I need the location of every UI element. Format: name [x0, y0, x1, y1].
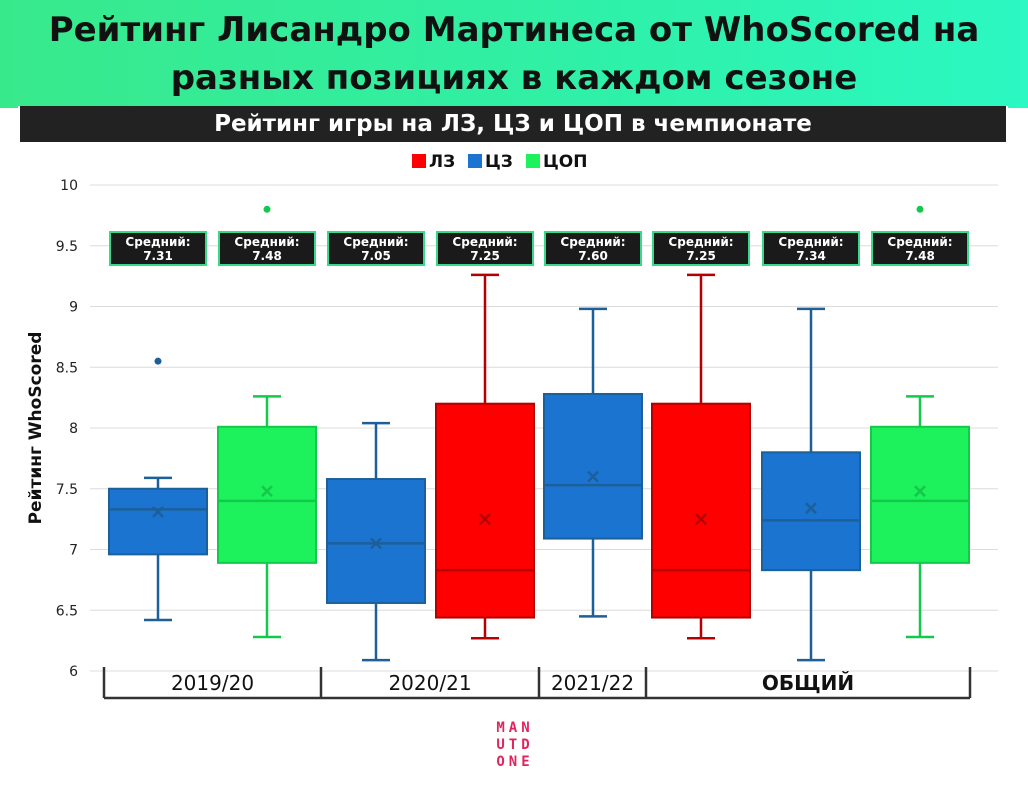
mean-label-title: Средний:: [343, 235, 408, 249]
mean-label-box: [109, 231, 207, 266]
box-2019/20-ЦЗ: [108, 487, 208, 556]
box-2021/22-ЦЗ: [543, 392, 643, 540]
chart-subtitle-text: Рейтинг игры на ЛЗ, ЦЗ и ЦОП в чемпионат…: [214, 111, 812, 137]
mean-label-value: 7.48: [252, 249, 282, 263]
group-label-2: 2020/21: [388, 671, 471, 695]
y-tick-label: 7: [69, 543, 78, 559]
y-tick-label: 8: [69, 421, 78, 437]
y-tick-label: 6: [69, 664, 78, 680]
mean-marker: [261, 485, 273, 498]
mean-label-value: 7.48: [905, 249, 935, 263]
subtitle-cap-right: [1006, 106, 1008, 142]
mean-label-title: Средний:: [125, 235, 190, 249]
legend-swatch-1: [412, 154, 426, 168]
group-label-4: ОБЩИЙ: [762, 671, 854, 695]
mean-marker: [370, 537, 382, 550]
outlier-point: [154, 357, 162, 365]
mean-label-title: Средний:: [234, 235, 299, 249]
mean-label-value: 7.25: [470, 249, 500, 263]
mean-label-title: Средний:: [887, 235, 952, 249]
y-tick-label: 10: [60, 178, 78, 194]
mean-label-box: [652, 231, 750, 266]
mean-label-box: [762, 231, 860, 266]
legend-swatch-3: [526, 154, 540, 168]
group-label-3: 2021/22: [551, 671, 634, 695]
logo-line: MAN: [496, 720, 534, 736]
page-title: Рейтинг Лисандро Мартинеса от WhoScored …: [48, 10, 980, 98]
mean-marker: [152, 505, 164, 518]
mean-label-title: Средний:: [778, 235, 843, 249]
outlier-point: [916, 205, 924, 213]
mean-label-value: 7.60: [578, 249, 608, 263]
y-tick-label: 8.5: [56, 360, 78, 376]
title-banner: Рейтинг Лисандро Мартинеса от WhoScored …: [0, 0, 1028, 108]
box-2019/20-ЦОП: [217, 425, 317, 564]
mean-label-box: [436, 231, 534, 266]
mean-label-value: 7.34: [796, 249, 826, 263]
y-tick-label: 7.5: [56, 482, 78, 498]
box-ОБЩИЙ-ЦЗ: [761, 451, 861, 572]
subtitle-cap-left: [18, 106, 20, 142]
mean-label-value: 7.05: [361, 249, 391, 263]
mean-label-value: 7.31: [143, 249, 173, 263]
y-tick-label: 6.5: [56, 603, 78, 619]
mean-label-title: Средний:: [452, 235, 517, 249]
mean-marker: [695, 513, 707, 526]
mean-label-value: 7.25: [686, 249, 716, 263]
legend-label-3: ЦОП: [543, 152, 587, 172]
chart-subtitle: Рейтинг игры на ЛЗ, ЦЗ и ЦОП в чемпионат…: [18, 106, 1008, 142]
y-tick-label: 9: [69, 300, 78, 316]
box-2020/21-ЦЗ: [326, 478, 426, 604]
y-tick-label: 9.5: [56, 239, 78, 255]
outlier-point: [263, 205, 271, 213]
mean-label-box: [218, 231, 316, 266]
logo-line: UTD: [496, 737, 534, 753]
legend-label-2: ЦЗ: [485, 152, 513, 172]
y-axis-label: Рейтинг WhoScored: [26, 332, 46, 525]
group-label-1: 2019/20: [171, 671, 254, 695]
mean-label-box: [327, 231, 425, 266]
mean-label-box: [871, 231, 969, 266]
box-ОБЩИЙ-ЦОП: [870, 425, 970, 564]
box-2020/21-ЛЗ: [435, 402, 535, 619]
man-utd-one-logo: MAN UTD ONE: [490, 720, 540, 771]
mean-marker: [479, 513, 491, 526]
legend-swatch-2: [468, 154, 482, 168]
legend-label-1: ЛЗ: [429, 152, 455, 172]
logo-line: ONE: [496, 754, 534, 770]
mean-label-title: Средний:: [668, 235, 733, 249]
box-ОБЩИЙ-ЛЗ: [651, 402, 751, 619]
mean-label-box: [544, 231, 642, 266]
mean-marker: [914, 485, 926, 498]
mean-marker: [587, 470, 599, 483]
mean-marker: [805, 502, 817, 515]
mean-label-title: Средний:: [560, 235, 625, 249]
